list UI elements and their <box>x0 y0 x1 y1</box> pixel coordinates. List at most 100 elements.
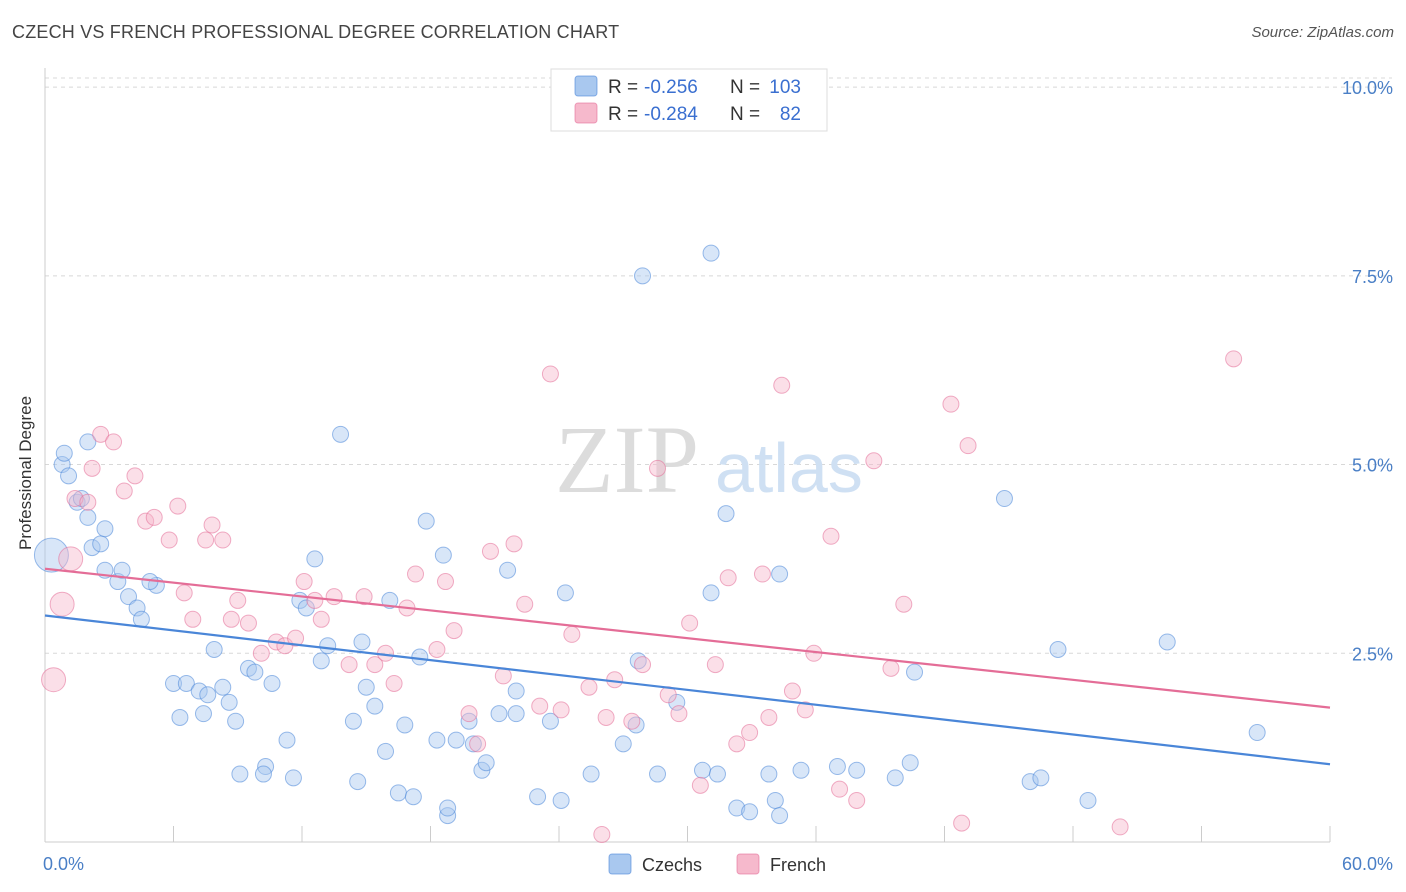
french-point-60 <box>706 656 724 674</box>
czechs-point-16 <box>132 610 150 628</box>
czechs-point-68 <box>529 788 547 806</box>
czechs-point-6 <box>79 508 97 526</box>
czechs-point-87 <box>766 791 784 809</box>
french-point-81 <box>593 825 611 843</box>
x-tick-labels: 0.0% 60.0% <box>43 854 1393 874</box>
trend-lines <box>44 567 1331 766</box>
czechs-point-69 <box>541 712 559 730</box>
czechs-point-42 <box>332 425 350 443</box>
french-point-66 <box>773 376 791 394</box>
czechs-point-66 <box>507 705 525 723</box>
czechs-point-81 <box>702 584 720 602</box>
czechs-point-2 <box>55 444 73 462</box>
french-point-59 <box>691 776 709 794</box>
czechs-point-86 <box>760 765 778 783</box>
y-tick-labels: 2.5% 5.0% 7.5% 10.0% <box>1342 78 1393 664</box>
french-trend-line <box>44 567 1331 709</box>
czechs-point-95 <box>901 754 919 772</box>
czechs-point-44 <box>349 773 367 791</box>
czechs-point-85 <box>741 803 759 821</box>
french-point-46 <box>531 697 549 715</box>
french-point-26 <box>295 573 313 591</box>
czechs-point-28 <box>227 712 245 730</box>
french-point-18 <box>214 531 232 549</box>
czechs-point-82 <box>708 765 726 783</box>
czechs-point-14 <box>120 588 138 606</box>
czechs-point-100 <box>1049 641 1067 658</box>
stats-legend: R = -0.256 N = 103 R = -0.284 N = 82 <box>550 68 828 132</box>
french-point-76 <box>942 395 960 413</box>
french-point-64 <box>753 565 771 583</box>
czechs-point-45 <box>353 633 371 651</box>
french-point-71 <box>831 780 849 798</box>
french-point-7 <box>105 433 123 451</box>
czechs-point-99 <box>1032 769 1050 787</box>
french-point-22 <box>252 644 270 662</box>
legend-swatch-french <box>574 102 598 124</box>
french-point-45 <box>516 595 534 613</box>
french-point-14 <box>175 584 193 602</box>
french-point-8 <box>115 482 133 500</box>
czechs-point-101 <box>1079 791 1097 809</box>
czechs-point-43 <box>344 712 362 730</box>
czechs-point-61 <box>464 735 482 753</box>
french-point-49 <box>563 625 581 643</box>
french-point-38 <box>436 573 454 591</box>
series-legend: Czechs French <box>608 853 826 875</box>
bottom-legend-swatch-french <box>736 853 760 875</box>
french-point-32 <box>366 656 384 674</box>
x-tick-label-0: 0.0% <box>43 854 84 874</box>
watermark-zip: ZIP <box>555 406 699 513</box>
french-point-39 <box>445 622 463 640</box>
legend-r-value-czechs: -0.256 <box>644 77 698 98</box>
czechs-point-35 <box>278 731 296 749</box>
czechs-point-52 <box>404 788 422 806</box>
czechs-point-41 <box>319 637 337 655</box>
french-point-55 <box>649 459 667 477</box>
french-point-41 <box>469 735 487 753</box>
czechs-point-84 <box>728 799 746 817</box>
french-point-58 <box>681 614 699 632</box>
chart-title: CZECH VS FRENCH PROFESSIONAL DEGREE CORR… <box>12 22 620 42</box>
french-point-79 <box>1111 818 1129 836</box>
french-point-54 <box>634 656 652 674</box>
czechs-point-53 <box>411 648 429 666</box>
czechs-point-93 <box>848 761 866 779</box>
czechs-point-59 <box>447 731 465 749</box>
czechs-trend-line <box>44 614 1331 766</box>
french-point-13 <box>169 497 187 515</box>
french-point-19 <box>222 610 240 628</box>
french-point-75 <box>895 595 913 613</box>
bottom-legend-french: French <box>770 855 826 875</box>
czechs-point-64 <box>490 705 508 723</box>
czechs-point-9 <box>92 535 110 553</box>
french-point-72 <box>848 791 866 809</box>
french-point-80 <box>1225 350 1243 368</box>
watermark-atlas: atlas <box>715 429 863 507</box>
czechs-point-48 <box>377 742 395 760</box>
czechs-point-80 <box>702 244 720 262</box>
french-point-2 <box>58 546 84 572</box>
czechs-point-7 <box>79 433 97 451</box>
french-point-20 <box>229 591 247 609</box>
legend-n-value-czechs: 103 <box>769 77 801 98</box>
french-point-50 <box>580 678 598 696</box>
french-point-27 <box>306 591 324 609</box>
czechs-point-55 <box>428 731 446 749</box>
czechs-point-36 <box>284 769 302 787</box>
french-point-12 <box>160 531 178 549</box>
french-point-25 <box>287 629 305 647</box>
czechs-point-76 <box>634 267 652 285</box>
watermark: ZIP atlas <box>555 406 863 513</box>
french-point-70 <box>822 527 840 545</box>
legend-n-value-french: 82 <box>780 104 801 125</box>
source-label: Source: ZipAtlas.com <box>1251 24 1394 41</box>
czechs-point-34 <box>263 674 281 692</box>
czechs-point-54 <box>417 512 435 530</box>
legend-swatch-czechs <box>574 75 598 97</box>
czechs-point-21 <box>177 674 195 692</box>
czechs-point-98 <box>1021 773 1039 791</box>
czechs-point-47 <box>366 697 384 715</box>
czechs-point-31 <box>246 663 264 681</box>
czechs-point-49 <box>381 591 399 609</box>
